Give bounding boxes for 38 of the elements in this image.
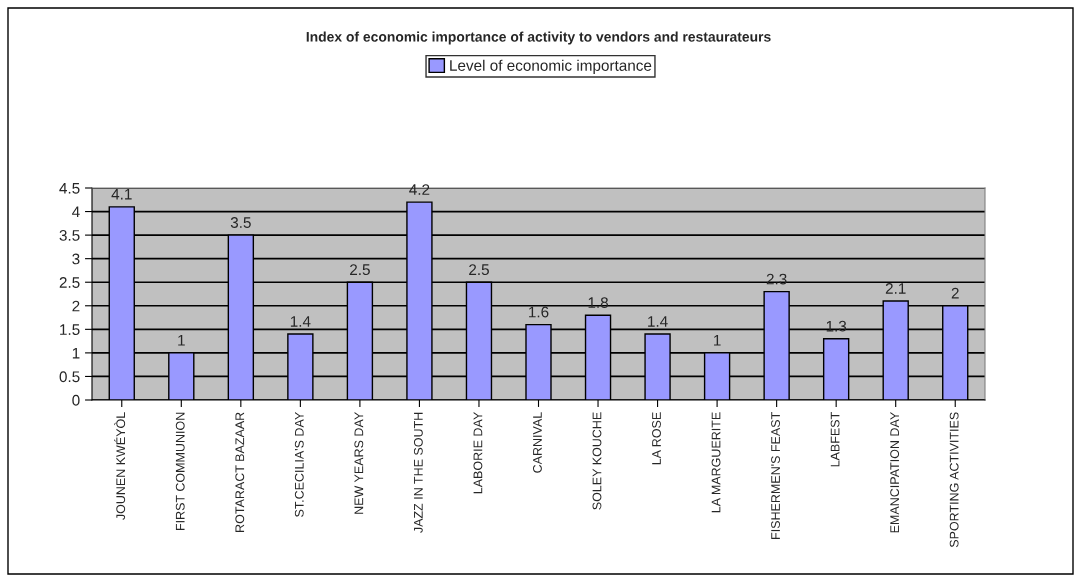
y-tick-label: 3.5 bbox=[59, 229, 80, 241]
data-label: 3.5 bbox=[230, 217, 251, 228]
y-tick-label: 3 bbox=[72, 253, 80, 265]
data-label: 2.5 bbox=[350, 264, 370, 276]
data-label: 1.4 bbox=[290, 316, 311, 327]
x-tick-label: FISHERMEN'S FEAST bbox=[771, 412, 780, 539]
x-tick-label: JAZZ IN THE SOUTH bbox=[413, 412, 423, 533]
data-label: 2.5 bbox=[469, 264, 489, 276]
x-tick-label: LA MARGUERITE bbox=[711, 412, 721, 513]
x-tick-label: SPORTING ACTIVITIES bbox=[949, 412, 959, 548]
data-label: 1 bbox=[714, 335, 721, 346]
x-tick-label: NEW YEARS DAY bbox=[354, 412, 364, 514]
x-tick-label: LA ROSE bbox=[652, 412, 661, 465]
data-label: 2 bbox=[951, 287, 959, 299]
legend-label: Level of economic importance bbox=[450, 59, 652, 74]
x-tick-label: ROTARACT BAZAAR bbox=[235, 412, 245, 532]
y-tick-label: 0.5 bbox=[59, 371, 80, 383]
data-label: 4.1 bbox=[111, 189, 132, 200]
y-tick-label: 2 bbox=[72, 300, 80, 312]
x-tick-label: ST.CECILIA'S DAY bbox=[294, 412, 304, 517]
y-tick-label: 1.5 bbox=[60, 324, 80, 336]
data-label: 1 bbox=[178, 335, 185, 346]
y-tick-label: 2.5 bbox=[59, 277, 80, 288]
data-label: 1.6 bbox=[529, 306, 549, 318]
data-label: 2.1 bbox=[885, 283, 906, 294]
y-tick-label: 4 bbox=[72, 206, 80, 218]
x-tick-label: LABFEST bbox=[830, 412, 840, 467]
x-tick-label: JOUNEN KWÉYÒL bbox=[114, 412, 126, 520]
x-tick-label: FIRST COMMUNION bbox=[175, 412, 185, 530]
x-tick-label: LABORIE DAY bbox=[473, 412, 483, 494]
data-label: 1.4 bbox=[648, 316, 668, 327]
x-tick-label: SOLEY KOUCHE bbox=[592, 412, 602, 510]
y-tick-label: 1 bbox=[72, 347, 80, 359]
x-tick-label: EMANCIPATION DAY bbox=[890, 412, 900, 533]
y-tick-label: 4.5 bbox=[59, 183, 80, 194]
y-tick-label: 0 bbox=[72, 394, 80, 406]
x-tick-label: CARNIVAL bbox=[533, 412, 542, 473]
chart-title: Index of economic importance of activity to vendors and restaurateurs bbox=[306, 31, 771, 45]
